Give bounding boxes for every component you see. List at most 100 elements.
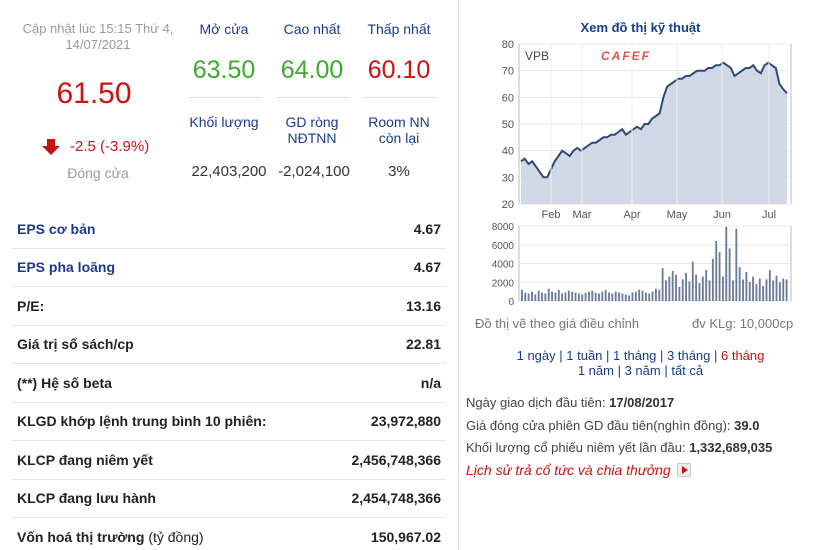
volume-bar [584,292,587,301]
first-trade: Ngày giao dịch đầu tiên: 17/08/2017 [466,395,674,410]
stat-value: n/a [420,374,441,391]
volume-bar [521,289,523,301]
volume-bar [748,282,751,301]
volume-bar [651,291,654,301]
period-1-day[interactable]: 1 ngày [516,348,556,363]
volume-bar [678,286,681,301]
ticker-label: VPB [525,49,549,63]
price-volume-chart[interactable]: 20 30 40 50 60 70 80 VPB CAFEF Feb Mar Apr May Jun Jul… [459,36,821,312]
period-row-2: 1 năm | 3 năm | tất cả [577,363,704,378]
dividend-history-link[interactable]: Lịch sử trả cổ tức và chia thưởng [466,462,691,478]
volume-bar [628,295,631,301]
volume-bar [765,279,768,301]
stat-row-pe: P/E: 13.16 [12,287,446,326]
volume-value-wrap: 22,403,200 [182,163,276,181]
open-block: Mở cửa 63.50 [179,21,269,85]
volume-bar [725,226,728,301]
volume-bar [665,280,667,301]
period-1-month[interactable]: 1 tháng [613,348,657,363]
x-tick-label: May [667,209,688,221]
volume-bar [644,292,647,301]
stat-row-eps-diluted: EPS pha loãng 4.67 [12,249,446,287]
stat-label[interactable]: EPS cơ bản [17,220,96,237]
volume-bar [641,290,644,301]
stat-value: 22.81 [405,336,441,353]
volume-label: Khối lượng [189,114,259,130]
volume-bar [758,278,761,301]
net-foreign-block: GD ròng NĐTNN [267,114,357,146]
volume-bar [554,292,557,301]
y-tick-label: 2000 [492,278,515,289]
volume-bar [561,293,564,301]
net-foreign-value: -2,024,100 [278,163,350,180]
close-label: Đóng cửa [67,165,129,181]
period-row-1: 1 ngày | 1 tuần | 1 tháng | 3 tháng | 6 … [516,348,765,363]
volume-bar [722,276,724,301]
divider [276,97,350,98]
low-block: Thấp nhất 60.10 [354,21,444,85]
volume-value: 22,403,200 [191,163,267,180]
period-6-months[interactable]: 6 tháng [721,348,765,363]
volume-bar [581,294,584,301]
y-tick-label: 30 [502,172,514,184]
price-area [521,62,787,205]
update-time: Cập nhật lúc 15:15 Thứ 4, 14/07/2021 [22,21,174,52]
volume-bar [695,274,698,301]
period-3-years[interactable]: 3 năm [624,363,661,378]
stat-label[interactable]: EPS pha loãng [17,259,116,276]
volume-bar [715,241,718,301]
volume-bar [718,252,721,301]
volume-bar [588,291,590,301]
volume-bar [634,291,637,301]
x-tick-label: Mar [573,209,592,221]
play-icon [676,463,691,477]
y-tick-label: 80 [502,39,514,51]
x-tick-label: Feb [542,209,561,221]
volume-bar [594,292,597,301]
volume-bar [564,292,567,301]
volume-bar [638,289,641,301]
y-tick-label: 60 [502,92,514,104]
stat-row-book-value: Giá trị sổ sách/cp 22.81 [12,326,446,364]
stat-label: Giá trị sổ sách/cp [17,336,134,353]
volume-bar [782,278,785,301]
volume-bar [778,282,781,301]
period-3-months[interactable]: 3 tháng [667,348,711,363]
period-1-year[interactable]: 1 năm [577,363,614,378]
stat-value: 2,454,748,366 [351,490,441,507]
dividend-history-label: Lịch sử trả cổ tức và chia thưởng [466,462,671,478]
stat-row-market-cap: Vốn hoá thị trường (tỷ đồng) 150,967.02 [12,518,446,550]
volume-bar [752,276,754,301]
stat-value: 150,967.02 [370,528,441,545]
volume-bar [544,293,547,301]
volume-bar [551,291,553,301]
volume-bar [624,294,627,301]
volume-bar [571,291,574,301]
volume-bar [732,280,734,301]
y-tick-label: 70 [502,66,514,78]
y-tick-label: 50 [502,119,514,131]
chart-title-link[interactable]: Xem đồ thị kỹ thuật [580,20,701,35]
divider [363,97,437,98]
stat-row-eps: EPS cơ bản 4.67 [12,210,446,249]
period-selector: 1 ngày | 1 tuần | 1 tháng | 3 tháng | 6 … [459,348,821,378]
listed-volume-value: 1,332,689,035 [689,440,773,455]
volume-bar [775,275,778,301]
volume-bar [608,292,610,301]
volume-bar [705,270,708,301]
stat-value: 13.16 [405,297,441,314]
x-tick-label: Apr [623,209,640,221]
volume-bar [618,292,620,301]
period-all[interactable]: tất cả [671,363,704,378]
y-tick-label: 40 [502,146,514,158]
open-value: 63.50 [192,56,256,84]
price-change: -2.5 (-3.9%) [70,138,150,155]
period-1-week[interactable]: 1 tuần [566,348,603,363]
stat-label: Vốn hoá thị trường [17,528,145,545]
cafef-logo: CAFEF [601,49,651,63]
volume-bar [614,291,617,301]
volume-bar [735,228,738,301]
stat-row-outstanding: KLCP đang lưu hành 2,454,748,366 [12,480,446,518]
listed-volume-label: Khối lượng cổ phiếu niêm yết lần đầu: [466,440,686,455]
stat-label-wrap: Vốn hoá thị trường (tỷ đồng) [17,529,204,545]
